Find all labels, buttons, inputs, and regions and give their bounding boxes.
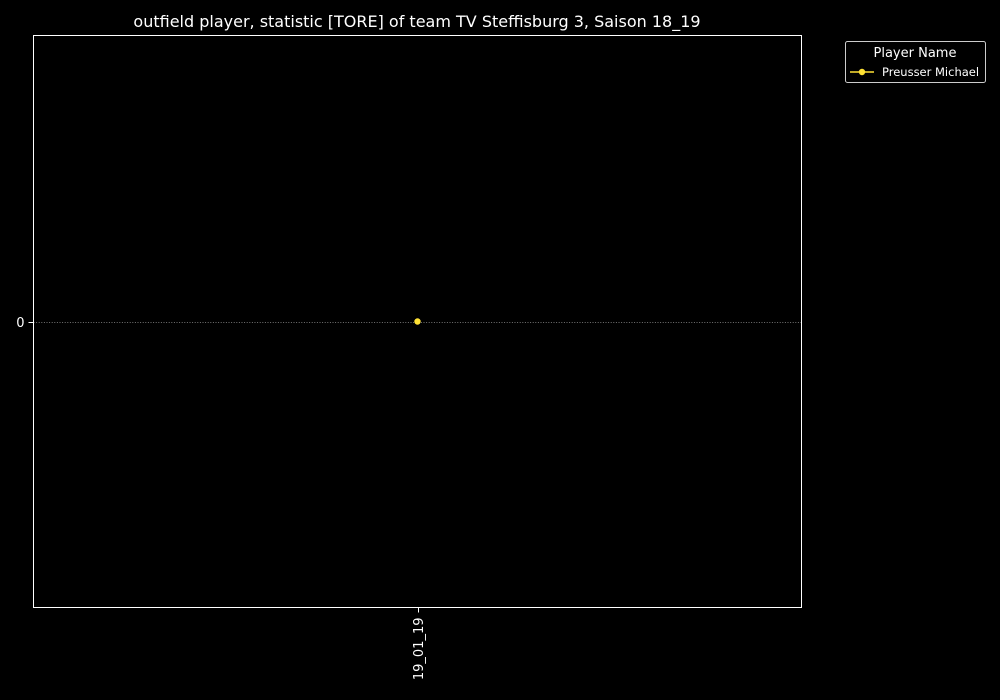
legend-box (845, 41, 986, 83)
series-layer (414, 318, 421, 325)
legend: Player Name Preusser Michael (845, 41, 986, 83)
legend-marker (858, 68, 866, 76)
axes-frame (33, 35, 802, 608)
plot-area: 0 19_01_19 (16, 35, 802, 681)
chart-title: outfield player, statistic [TORE] of tea… (133, 12, 700, 32)
legend-entry-label: Preusser Michael (882, 65, 979, 79)
y-tick-label: 0 (16, 316, 24, 331)
x-axis-ticks: 19_01_19 (412, 607, 427, 681)
data-point (414, 318, 421, 325)
legend-title: Player Name (874, 46, 957, 61)
legend-entries: Preusser Michael (850, 65, 979, 79)
x-tick-label: 19_01_19 (412, 618, 427, 681)
y-axis-ticks: 0 (16, 316, 34, 331)
